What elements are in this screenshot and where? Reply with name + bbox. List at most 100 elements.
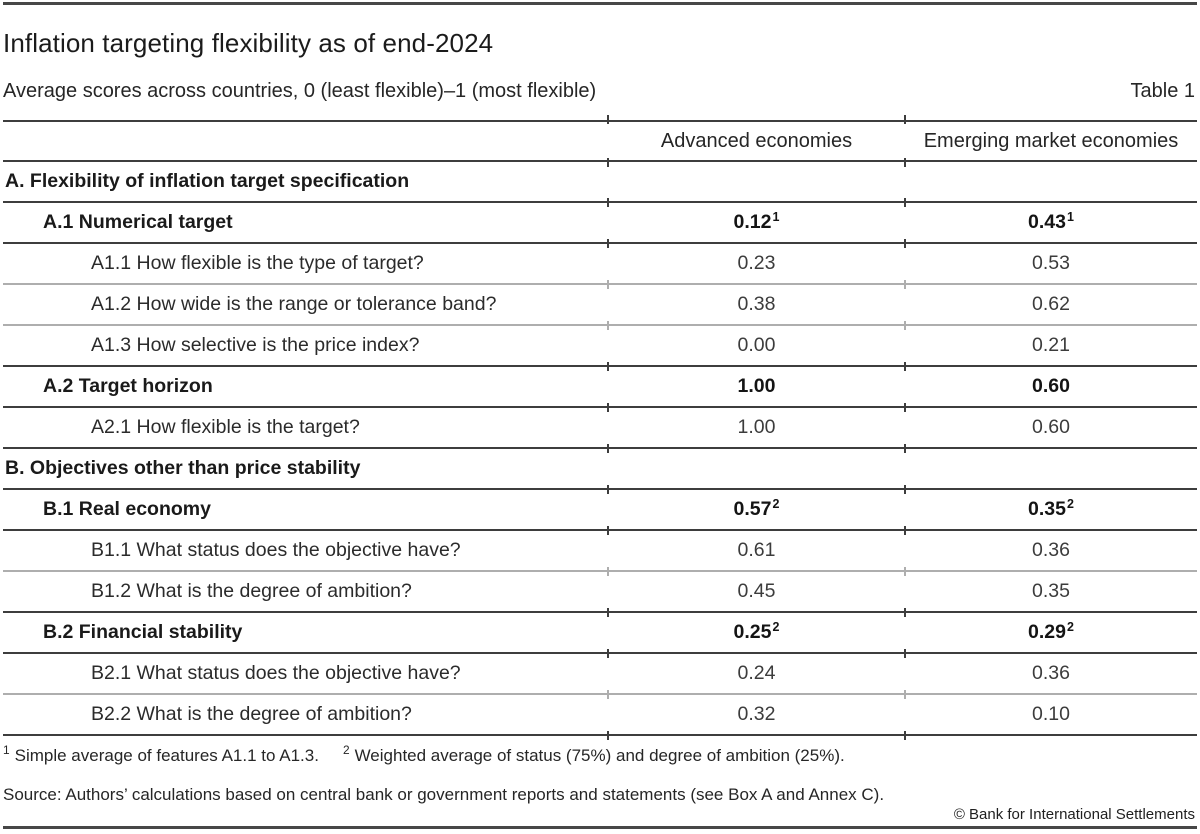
value-cell (607, 162, 905, 207)
row-label: A1.2 How wide is the range or tolerance … (3, 285, 608, 326)
cell-number: 0.61 (737, 539, 776, 561)
value-cell: 0.00 (607, 326, 905, 371)
table-row: B1.2 What is the degree of ambition? 0.45… (3, 572, 1197, 617)
table-number-label: Table 1 (1130, 80, 1196, 102)
value-cell: 0.23 (607, 244, 905, 289)
footnote-text: Weighted average of status (75%) and deg… (354, 746, 845, 765)
footnote-ref: 1 (772, 209, 780, 224)
cell-number: 0.43 (1028, 211, 1066, 233)
table-row: A1.3 How selective is the price index? 0.… (3, 326, 1197, 371)
value-cell: 0.60 (904, 367, 1197, 412)
table-row: B.1 Real economy 0.572 0.352 (3, 490, 1197, 535)
table-header: Advanced economies Emerging market econo… (3, 115, 1197, 167)
value-cell (607, 449, 905, 494)
value-cell: 0.60 (904, 408, 1197, 453)
table-row: B2.1 What status does the objective have… (3, 654, 1197, 699)
value-cell: 0.62 (904, 285, 1197, 330)
cell-number: 0.29 (1028, 621, 1066, 643)
footnote-text: Simple average of features A1.1 to A1.3. (14, 746, 319, 765)
table-row: A. Flexibility of inflation target speci… (3, 162, 1197, 207)
value-cell: 0.121 (607, 203, 905, 248)
column-header-emerging: Emerging market economies (904, 115, 1197, 167)
cell-number: 1.00 (737, 375, 776, 397)
value-cell: 1.00 (607, 367, 905, 412)
table-row: A2.1 How flexible is the target? 1.00 0.60 (3, 408, 1197, 453)
row-label: A2.1 How flexible is the target? (3, 408, 608, 449)
table-row: B.2 Financial stability 0.252 0.292 (3, 613, 1197, 658)
value-cell: 0.53 (904, 244, 1197, 289)
value-cell: 0.36 (904, 531, 1197, 576)
cell-number: 0.32 (737, 703, 776, 725)
value-cell: 0.21 (904, 326, 1197, 371)
row-label: B1.1 What status does the objective have… (3, 531, 608, 572)
value-cell: 0.431 (904, 203, 1197, 248)
bottom-border-rule (3, 826, 1197, 829)
row-label: B. Objectives other than price stability (3, 449, 608, 490)
footnote-marker: 1 (3, 743, 10, 758)
cell-number: 0.25 (733, 621, 772, 643)
cell-number: 0.35 (1032, 580, 1070, 602)
footnote-ref: 1 (1067, 209, 1074, 224)
footnote: 1 Simple average of features A1.1 to A1.3… (3, 743, 319, 765)
table-row: A1.2 How wide is the range or tolerance … (3, 285, 1197, 330)
footnote-ref: 2 (772, 619, 780, 634)
column-header-advanced: Advanced economies (607, 115, 905, 167)
cell-number: 0.60 (1032, 375, 1070, 397)
cell-number: 0.21 (1032, 334, 1070, 356)
value-cell: 0.32 (607, 695, 905, 740)
cell-number: 0.36 (1032, 662, 1070, 684)
value-cell: 0.352 (904, 490, 1197, 535)
flexibility-table: Advanced economies Emerging market econo… (3, 115, 1197, 740)
footnote: 2 Weighted average of status (75%) and de… (342, 743, 845, 765)
cell-number: 0.38 (737, 293, 776, 315)
value-cell: 0.45 (607, 572, 905, 617)
value-cell: 0.292 (904, 613, 1197, 658)
page-title: Inflation targeting flexibility as of en… (3, 28, 494, 58)
cell-number: 1.00 (737, 416, 776, 438)
table-body: A. Flexibility of inflation target speci… (3, 162, 1197, 740)
cell-number: 0.00 (737, 334, 776, 356)
cell-number: 0.57 (733, 498, 772, 520)
top-border-rule (3, 2, 1197, 5)
value-cell: 0.252 (607, 613, 905, 658)
footnote-ref: 2 (1067, 496, 1074, 511)
row-label: B1.2 What is the degree of ambition? (3, 572, 608, 613)
cell-number: 0.23 (737, 252, 776, 274)
row-label: A. Flexibility of inflation target speci… (3, 162, 608, 203)
row-label: A1.1 How flexible is the type of target? (3, 244, 608, 285)
copyright-notice: © Bank for International Settlements (953, 806, 1195, 823)
source-note: Source: Authors’ calculations based on c… (3, 785, 885, 804)
cell-number: 0.60 (1032, 416, 1070, 438)
table-row: A1.1 How flexible is the type of target?… (3, 244, 1197, 289)
row-label: B2.2 What is the degree of ambition? (3, 695, 608, 736)
row-label: B.2 Financial stability (3, 613, 608, 654)
value-cell: 0.38 (607, 285, 905, 330)
table-row: A.2 Target horizon 1.00 0.60 (3, 367, 1197, 412)
value-cell: 0.61 (607, 531, 905, 576)
value-cell: 0.572 (607, 490, 905, 535)
row-label: A1.3 How selective is the price index? (3, 326, 608, 367)
cell-number: 0.12 (733, 211, 772, 233)
footnote-marker: 2 (342, 743, 350, 758)
value-cell: 0.35 (904, 572, 1197, 617)
header-row: Advanced economies Emerging market econo… (3, 115, 1197, 167)
value-cell: 1.00 (607, 408, 905, 453)
footnote-ref: 2 (1067, 619, 1074, 634)
cell-number: 0.45 (737, 580, 776, 602)
corner-cell (3, 120, 608, 162)
cell-number: 0.36 (1032, 539, 1070, 561)
value-cell (904, 449, 1197, 494)
cell-number: 0.62 (1032, 293, 1070, 315)
table-row: B1.1 What status does the objective have… (3, 531, 1197, 576)
subtitle-row: Average scores across countries, 0 (leas… (3, 80, 1195, 103)
value-cell: 0.10 (904, 695, 1197, 740)
cell-number: 0.35 (1028, 498, 1066, 520)
cell-number: 0.10 (1032, 703, 1070, 725)
row-label: A.1 Numerical target (3, 203, 608, 244)
footnotes: 1 Simple average of features A1.1 to A1.3… (3, 743, 1195, 766)
table-row: B2.2 What is the degree of ambition? 0.32… (3, 695, 1197, 740)
cell-number: 0.24 (737, 662, 776, 684)
value-cell: 0.24 (607, 654, 905, 699)
table-row: B. Objectives other than price stability (3, 449, 1197, 494)
